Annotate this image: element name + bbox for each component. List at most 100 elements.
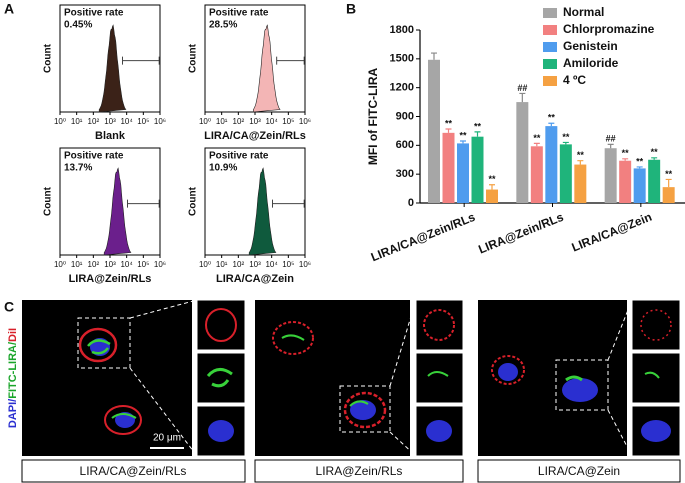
significance: ** bbox=[562, 132, 570, 142]
error-bar bbox=[460, 140, 466, 144]
nucleus bbox=[208, 420, 234, 442]
rate: 10.9% bbox=[209, 163, 237, 174]
nucleus bbox=[641, 420, 671, 442]
y-tick-label: 300 bbox=[396, 168, 414, 180]
legend-swatch bbox=[543, 76, 557, 86]
nucleus bbox=[350, 400, 376, 420]
annotation: Positive rate bbox=[64, 151, 124, 162]
panel-label: C bbox=[4, 299, 14, 315]
x-tick-label: 10⁰ bbox=[54, 117, 66, 126]
cell-membrane bbox=[205, 308, 237, 342]
zoom-line bbox=[607, 299, 633, 361]
x-tick-label: 10¹ bbox=[216, 260, 228, 269]
y-tick-label: 600 bbox=[396, 139, 414, 151]
annotation: Positive rate bbox=[64, 8, 124, 19]
legend-label: 4 ºC bbox=[563, 73, 586, 87]
error-bar bbox=[562, 141, 569, 145]
zoom-line bbox=[389, 299, 417, 387]
x-tick-label: 10⁴ bbox=[120, 260, 133, 269]
x-axis-label: LIRA/CA@Zein/RLs bbox=[204, 130, 306, 142]
bar bbox=[545, 126, 558, 203]
fitc-signal bbox=[281, 334, 305, 341]
x-tick-label: 10⁶ bbox=[154, 260, 166, 269]
fitc-signal bbox=[427, 371, 449, 377]
error-bar bbox=[431, 52, 437, 60]
x-tick-label: 10⁰ bbox=[199, 260, 211, 269]
x-tick-label: 10⁵ bbox=[137, 260, 149, 269]
fitc-signal bbox=[206, 368, 233, 388]
caption-box bbox=[21, 459, 246, 483]
x-tick-label: 10⁵ bbox=[282, 117, 294, 126]
error-bar bbox=[622, 158, 629, 161]
x-axis-label: Blank bbox=[95, 130, 126, 142]
x-tick-label: 10² bbox=[233, 260, 245, 269]
significance: ## bbox=[606, 134, 616, 144]
legend-label: Amiloride bbox=[563, 56, 619, 70]
y-axis-label: Count bbox=[188, 43, 199, 73]
error-bar bbox=[636, 166, 643, 169]
micrograph bbox=[255, 300, 410, 456]
inset bbox=[631, 352, 681, 404]
fitc-signal bbox=[644, 371, 660, 379]
scale-bar-label: 20 μm bbox=[153, 433, 181, 444]
x-axis-label: LIRA/CA@Zein bbox=[216, 273, 294, 285]
legend-label: Chlorpromazine bbox=[563, 22, 655, 36]
x-tick-label: 10³ bbox=[104, 117, 116, 126]
cell-membrane bbox=[423, 309, 455, 341]
fitc-signal bbox=[565, 375, 583, 382]
x-tick-label: 10⁶ bbox=[154, 117, 166, 126]
significance: ** bbox=[548, 113, 556, 123]
legend-swatch bbox=[543, 59, 557, 69]
channel: FITC-LIRA/ bbox=[7, 342, 19, 399]
zoom-box bbox=[77, 317, 131, 369]
x-tick-label: LIRA@Zein/RLs bbox=[476, 210, 565, 257]
fitc-signal bbox=[111, 413, 137, 419]
x-tick-label: LIRA/CA@Zein/RLs bbox=[369, 210, 477, 265]
zoom-box bbox=[555, 359, 609, 411]
significance: ** bbox=[459, 130, 467, 140]
bar bbox=[516, 102, 529, 203]
legend-swatch bbox=[543, 8, 557, 18]
x-tick-label: 10³ bbox=[104, 260, 116, 269]
error-bar bbox=[665, 178, 672, 188]
caption-box bbox=[254, 459, 464, 483]
x-tick-label: 10⁶ bbox=[299, 117, 311, 126]
x-tick-label: LIRA/CA@Zein bbox=[570, 210, 654, 255]
bar bbox=[457, 143, 469, 203]
nucleus bbox=[562, 378, 598, 402]
channel: DAPI/ bbox=[7, 399, 19, 428]
micrograph-group bbox=[478, 299, 681, 457]
bar bbox=[442, 132, 455, 203]
error-bar bbox=[548, 122, 555, 127]
significance: ** bbox=[651, 147, 659, 157]
error-bar bbox=[519, 92, 526, 103]
error-bar bbox=[474, 131, 481, 137]
x-tick-label: 10⁴ bbox=[265, 260, 278, 269]
cell-membrane bbox=[272, 321, 314, 355]
legend-swatch bbox=[543, 42, 557, 52]
cell-membrane bbox=[104, 405, 142, 435]
zoom-line bbox=[607, 409, 633, 457]
x-tick-label: 10⁰ bbox=[54, 260, 66, 269]
caption: LIRA@Zein/RLs bbox=[316, 464, 403, 478]
channel-label: DAPI/FITC-LIRA/DiI bbox=[7, 328, 19, 428]
x-tick-label: 10² bbox=[88, 260, 100, 269]
micrograph-group bbox=[255, 299, 464, 457]
x-tick-label: 10⁴ bbox=[265, 117, 278, 126]
y-axis-label: MFI of FITC-LIRA bbox=[366, 68, 380, 166]
x-tick-label: 10⁰ bbox=[199, 117, 211, 126]
y-axis-label: Count bbox=[43, 186, 54, 216]
x-tick-label: 10² bbox=[88, 117, 100, 126]
error-bar bbox=[607, 143, 614, 149]
x-axis-label: LIRA@Zein/RLs bbox=[69, 273, 152, 285]
significance: ## bbox=[517, 83, 527, 93]
bar bbox=[428, 59, 440, 203]
x-tick-label: 10⁴ bbox=[120, 117, 133, 126]
panel-label: A bbox=[4, 1, 14, 17]
bar bbox=[471, 136, 484, 203]
bar bbox=[633, 168, 646, 203]
micrograph bbox=[478, 300, 627, 456]
significance: ** bbox=[474, 121, 482, 131]
x-tick-label: 10¹ bbox=[216, 117, 228, 126]
x-tick-label: 10² bbox=[233, 117, 245, 126]
